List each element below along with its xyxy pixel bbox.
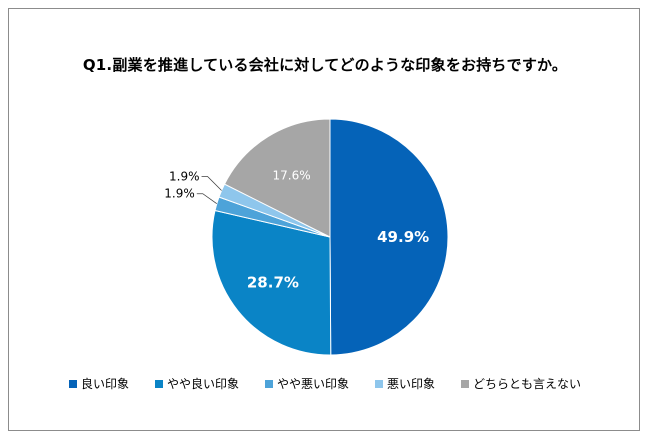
pie-slice-neutral bbox=[223, 118, 331, 238]
legend-swatch-neutral bbox=[461, 379, 470, 388]
leader-line-somewhat-bad bbox=[196, 193, 218, 205]
legend-swatch-good bbox=[68, 379, 77, 388]
legend-item-good: 良い印象 bbox=[68, 375, 129, 392]
legend-item-bad: 悪い印象 bbox=[375, 375, 435, 392]
legend-item-neutral: どちらとも言えない bbox=[461, 375, 581, 392]
pie-slice-somewhat-good bbox=[211, 209, 332, 356]
legend-label-neutral: どちらとも言えない bbox=[473, 377, 582, 391]
legend-label-somewhat-good: やや良い印象 bbox=[166, 377, 239, 391]
data-label-good: 49.9% bbox=[377, 228, 429, 246]
legend-label-bad: 悪い印象 bbox=[387, 377, 436, 391]
leader-line-bad bbox=[201, 176, 222, 191]
legend-swatch-somewhat-good bbox=[154, 379, 163, 388]
data-label-bad: 1.9% bbox=[169, 169, 200, 183]
legend-label-good: 良い印象 bbox=[80, 377, 129, 391]
chart-title: Q1.副業を推進している会社に対してどのような印象をお持ちですか。 bbox=[82, 56, 568, 74]
pie-slice-good bbox=[329, 118, 449, 356]
legend-item-somewhat-bad: やや悪い印象 bbox=[264, 375, 349, 392]
legend-label-somewhat-bad: やや悪い印象 bbox=[276, 377, 349, 391]
chart-legend: 良い印象 やや良い印象 やや悪い印象 悪い印象 どちらとも言えない bbox=[0, 375, 650, 392]
legend-swatch-bad bbox=[375, 379, 383, 388]
legend-item-somewhat-good: やや良い印象 bbox=[154, 375, 239, 392]
data-label-neutral: 17.6% bbox=[273, 169, 311, 183]
legend-swatch-somewhat-bad bbox=[264, 379, 273, 388]
data-label-somewhat-good: 28.7% bbox=[247, 274, 299, 292]
data-label-somewhat-bad: 1.9% bbox=[164, 187, 195, 201]
